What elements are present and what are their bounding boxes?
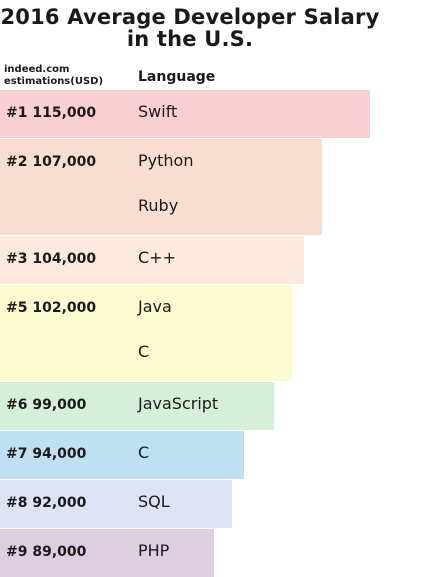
rank-number: #5 [6,300,28,316]
rank-salary-label: #7 94,000 [6,446,86,462]
language-column-header: Language [138,69,216,85]
source-header-line-2: estimations(USD) [4,76,104,87]
bar-rank-3 [0,236,304,284]
rank-salary-label: #9 89,000 [6,544,86,560]
bar-rank-6 [0,382,274,430]
salary-value: 102,000 [27,300,97,316]
rank-salary-label: #1 115,000 [6,105,96,121]
rank-number: #2 [6,154,28,170]
salary-value: 92,000 [27,495,87,511]
language-label: PHP [138,541,170,560]
language-label: C++ [138,248,176,267]
salary-value: 104,000 [27,251,97,267]
language-label: Ruby [138,196,179,215]
salary-value: 107,000 [27,154,97,170]
bar-rank-7 [0,431,244,479]
salary-value: 89,000 [27,544,87,560]
rank-number: #9 [6,544,28,560]
rank-number: #8 [6,495,28,511]
chart-title-line-2: in the U.S. [126,27,254,51]
language-label: Swift [138,102,178,121]
salary-value: 94,000 [27,446,87,462]
chart-title-line-1: 2016 Average Developer Salary [0,5,380,29]
rank-salary-label: #5 102,000 [6,300,96,316]
rank-salary-label: #6 99,000 [6,397,86,413]
language-label: JavaScript [138,394,219,413]
rank-salary-label: #3 104,000 [6,251,96,267]
bar-rank-2 [0,139,322,235]
language-label: C [138,342,150,361]
rank-salary-label: #2 107,000 [6,154,96,170]
rank-number: #1 [6,105,28,121]
bar-rank-1 [0,90,370,138]
rank-number: #3 [6,251,28,267]
bar-rank-8 [0,480,232,528]
salary-value: 115,000 [27,105,97,121]
rank-salary-label: #8 92,000 [6,495,86,511]
language-label: SQL [138,492,170,511]
language-label: C [138,443,150,462]
salary-value: 99,000 [27,397,87,413]
language-label: Python [138,151,194,170]
chart-title: 2016 Average Developer Salary in the U.S… [0,6,380,50]
rank-number: #6 [6,397,28,413]
source-column-header: indeed.com estimations(USD) [4,64,103,88]
rank-number: #7 [6,446,28,462]
source-header-line-1: indeed.com [4,64,70,75]
language-label: Java [138,297,172,316]
bar-rank-5 [0,285,292,381]
